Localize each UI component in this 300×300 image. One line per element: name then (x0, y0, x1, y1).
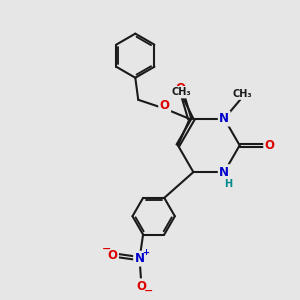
Text: −: − (101, 244, 111, 254)
Text: O: O (107, 249, 118, 262)
Text: N: N (219, 166, 229, 178)
Text: O: O (265, 139, 275, 152)
Text: O: O (175, 82, 185, 95)
Text: −: − (144, 286, 153, 296)
Text: +: + (142, 248, 149, 257)
Text: O: O (136, 280, 146, 293)
Text: CH₃: CH₃ (232, 88, 252, 99)
Text: N: N (219, 112, 229, 125)
Text: N: N (135, 252, 145, 265)
Text: O: O (160, 99, 170, 112)
Text: H: H (224, 179, 232, 189)
Text: CH₃: CH₃ (172, 87, 191, 97)
